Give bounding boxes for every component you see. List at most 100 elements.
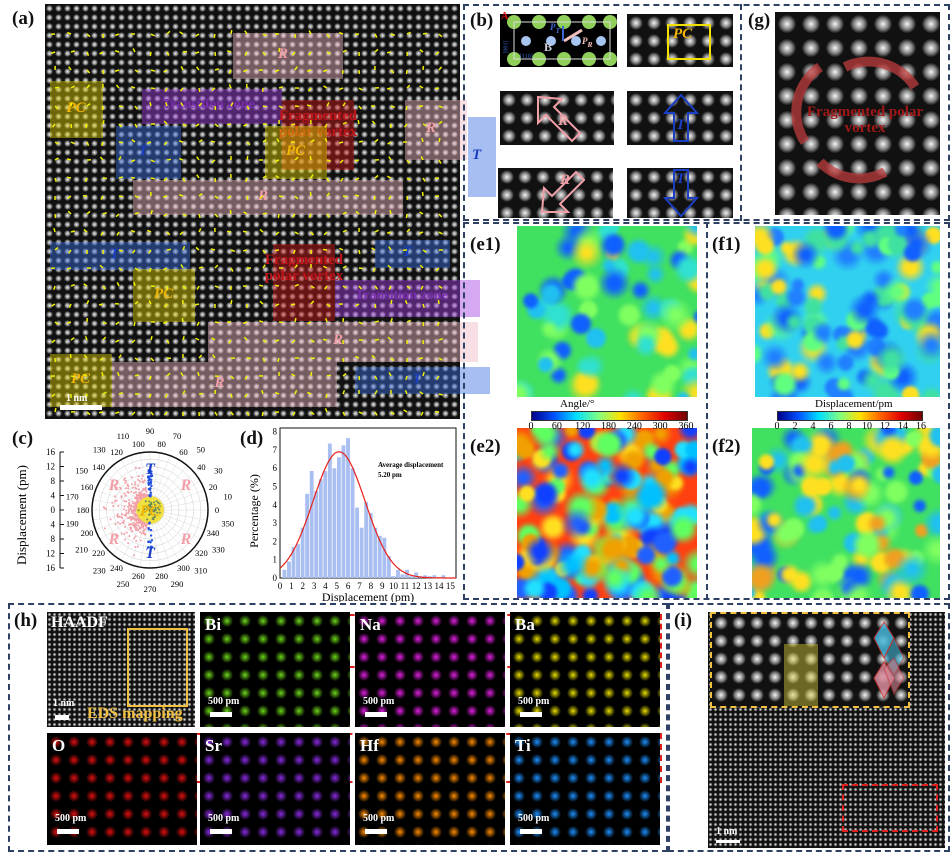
- polarization-arrow: [98, 411, 104, 414]
- element-label: O: [52, 736, 66, 755]
- polarization-arrow: [374, 138, 379, 143]
- radial-tick-label: 12: [46, 549, 55, 559]
- polarization-arrow: [166, 30, 171, 35]
- polarization-arrow: [438, 159, 442, 164]
- point-r: [134, 535, 137, 538]
- zone-transition: [142, 89, 282, 124]
- polarization-arrow: [262, 264, 266, 269]
- polarization-arrow: [342, 229, 347, 233]
- point-r: [129, 526, 132, 529]
- point-r: [111, 501, 114, 504]
- polarization-arrow: [358, 140, 364, 143]
- radial-tick-label: 12: [46, 462, 55, 472]
- polarization-arrow: [323, 69, 328, 73]
- point-r: [135, 502, 138, 505]
- angle-tick-label: 280: [155, 571, 168, 581]
- scale-bar-label-i: 1 nm: [716, 826, 738, 837]
- polarization-arrow: [406, 177, 411, 181]
- polarization-arrow: [262, 212, 268, 215]
- polarization-arrow: [406, 285, 411, 290]
- polarization-arrow: [342, 372, 347, 377]
- t-label: T: [676, 117, 686, 133]
- polarization-arrow: [372, 267, 376, 272]
- x-tick-label: 3: [312, 581, 317, 591]
- polarization-arrow: [115, 213, 120, 218]
- point-r: [122, 508, 125, 511]
- point-r: [134, 523, 137, 526]
- point-r: [117, 505, 120, 508]
- polarization-arrow: [84, 393, 88, 398]
- angle-tick-label: 160: [81, 482, 94, 492]
- polarization-arrow: [118, 267, 123, 271]
- polarization-arrow: [102, 211, 108, 215]
- polarization-arrow: [86, 84, 91, 89]
- polarization-arrow: [422, 249, 427, 253]
- annotation-line1: Average displacement: [378, 461, 444, 469]
- polarization-arrow: [230, 299, 233, 305]
- polar-scatter-plot: 0102030405060708090100110120130140150160…: [46, 426, 234, 594]
- zone-overlay: R PC Transition zone Fragmented polar vorte…: [45, 4, 496, 419]
- point-pc: [137, 509, 140, 512]
- point-pc: [146, 518, 149, 521]
- polarization-arrow: [230, 375, 235, 380]
- polarization-arrow: [118, 354, 122, 359]
- t-example-up: T: [627, 91, 733, 145]
- polarization-arrow: [83, 354, 88, 359]
- polarization-arrow: [326, 33, 330, 38]
- x-tick-label: 6: [346, 581, 351, 591]
- polarization-arrow: [132, 249, 136, 254]
- point-pc: [146, 508, 149, 511]
- polarization-arrow: [68, 249, 72, 254]
- polarization-arrow: [178, 193, 184, 197]
- polarization-arrow: [163, 120, 168, 125]
- polarization-arrow: [274, 284, 280, 287]
- polarization-arrow: [211, 159, 216, 164]
- x-tick-label: 12: [412, 581, 421, 591]
- angle-tick-label: 130: [93, 444, 106, 454]
- polarization-arrow: [150, 335, 153, 341]
- polarization-arrow: [115, 411, 120, 415]
- radial-tick-label: 4: [51, 491, 56, 501]
- polarization-arrow: [374, 174, 379, 179]
- polarization-arrow: [147, 229, 152, 233]
- point-t: [147, 546, 150, 549]
- point-r: [127, 505, 130, 508]
- scale-bar: [365, 712, 387, 717]
- point-r: [144, 486, 147, 489]
- polarization-arrow: [406, 319, 411, 323]
- polarization-arrow: [259, 195, 264, 200]
- polarization-arrow: [326, 177, 330, 182]
- scale-bar: [210, 829, 232, 834]
- zone-label: T: [110, 246, 120, 262]
- polarization-arrow: [150, 357, 155, 362]
- zone-label: R: [333, 332, 344, 348]
- point-r: [135, 539, 138, 542]
- polarization-arrow: [275, 231, 280, 236]
- angle-tick-label: 30: [214, 466, 223, 476]
- polarization-arrow: [307, 87, 312, 92]
- polarization-arrow: [230, 249, 236, 253]
- polarization-arrow: [86, 102, 91, 107]
- point-r: [143, 479, 146, 482]
- polarization-arrow: [309, 191, 312, 197]
- point-pc: [150, 501, 153, 504]
- polarization-arrow: [308, 30, 312, 35]
- point-r: [136, 500, 139, 503]
- point-r: [140, 532, 143, 535]
- point-t: [147, 540, 150, 544]
- eds-mapping-label: EDS mapping: [87, 705, 183, 722]
- polarization-arrow: [182, 335, 185, 341]
- y-tick-label: 2: [273, 536, 278, 546]
- polarization-arrow: [438, 285, 443, 289]
- y-tick-label: 8: [273, 427, 278, 437]
- polarization-arrow: [182, 285, 187, 290]
- polarization-arrow: [323, 85, 328, 89]
- angle-tick-label: 140: [92, 462, 105, 472]
- polarization-arrow: [178, 157, 184, 161]
- polarization-arrow: [66, 321, 72, 324]
- polarization-arrow: [131, 411, 136, 416]
- polarization-arrow: [66, 267, 72, 270]
- polarization-arrow: [422, 303, 425, 309]
- zone-label: T: [138, 142, 148, 159]
- polarization-arrow: [198, 228, 202, 233]
